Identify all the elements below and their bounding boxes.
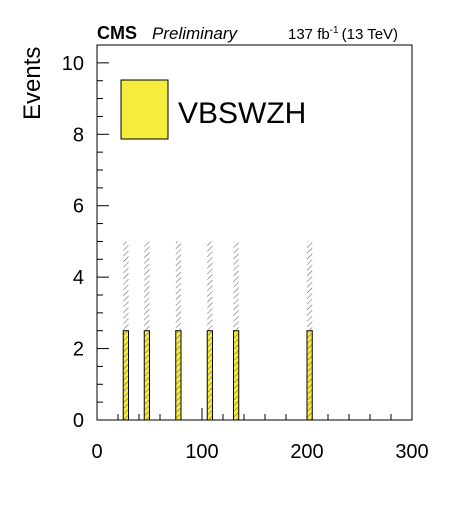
uncertainty-band	[233, 241, 239, 420]
y-tick-label: 8	[73, 124, 84, 146]
lumi-exponent: -1	[330, 25, 339, 36]
uncertainty-band	[207, 241, 213, 420]
legend-swatch	[120, 79, 169, 140]
x-axis-ticks: 0 100 200 300	[91, 408, 429, 463]
plot-frame	[96, 44, 413, 421]
x-tick-label: 0	[91, 441, 102, 463]
legend-label-vbswzh: VBSWZH	[178, 97, 306, 130]
y-tick-label: 4	[73, 267, 84, 289]
x-tick-label: 300	[395, 441, 428, 463]
y-tick-label: 6	[73, 196, 84, 218]
y-tick-label: 10	[62, 53, 84, 75]
lumi-energy: (13 TeV)	[342, 26, 398, 43]
uncertainty-band	[144, 241, 150, 420]
preliminary-label: Preliminary	[152, 24, 239, 43]
y-tick-label: 0	[73, 410, 84, 432]
x-tick-label: 200	[290, 441, 323, 463]
y-tick-label: 2	[73, 339, 84, 361]
lumi-value: 137 fb	[288, 26, 330, 43]
legend: VBSWZH	[120, 79, 306, 140]
y-axis-label: Events	[19, 47, 46, 120]
uncertainty-band	[123, 241, 129, 420]
y-axis-ticks: 0 2 4 6 8 10	[62, 53, 109, 432]
uncertainty-band	[307, 241, 313, 420]
histogram-bars	[122, 241, 313, 421]
uncertainty-band	[175, 241, 181, 420]
cms-label: CMS	[97, 23, 137, 43]
x-tick-label: 100	[185, 441, 218, 463]
lumi-label: 137 fb-1 (13 TeV)	[288, 25, 398, 43]
minor-ticks	[97, 80, 392, 420]
